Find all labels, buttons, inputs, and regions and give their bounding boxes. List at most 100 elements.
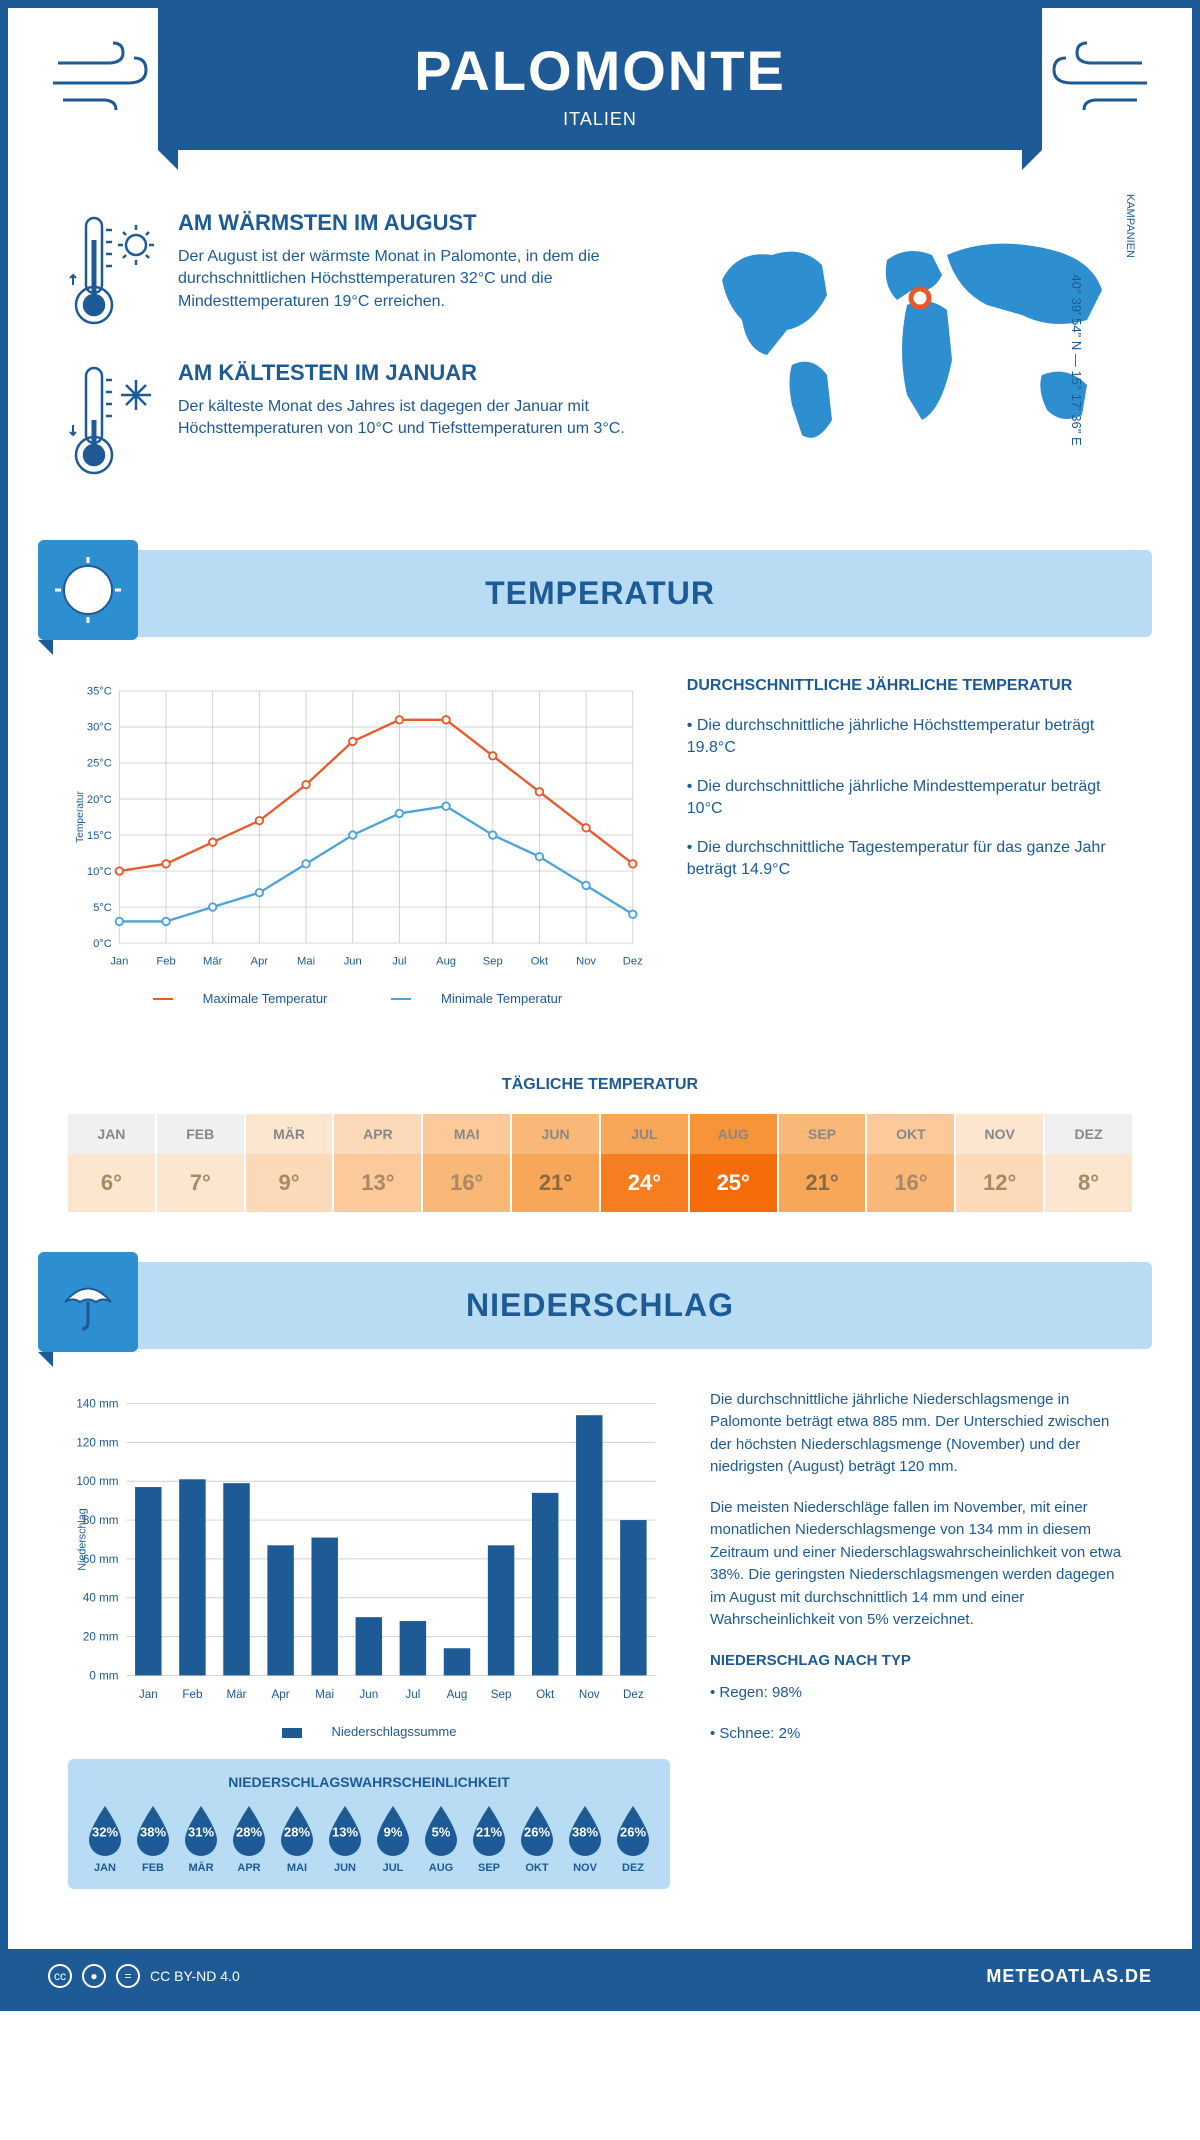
daily-cell: JUL 24°	[601, 1114, 690, 1212]
svg-text:35°C: 35°C	[87, 686, 112, 698]
svg-text:140 mm: 140 mm	[76, 1397, 118, 1410]
thermometer-hot-icon	[68, 210, 158, 330]
svg-text:Aug: Aug	[447, 1687, 468, 1700]
header: PALOMONTE ITALIEN	[158, 8, 1042, 150]
svg-text:Niederschlag: Niederschlag	[76, 1508, 88, 1570]
drop-item: 13% JUN	[323, 1802, 367, 1874]
cc-icon: cc	[48, 1964, 72, 1988]
site-name: METEOATLAS.DE	[986, 1966, 1152, 1987]
precip-legend: Niederschlagssumme	[68, 1724, 670, 1739]
svg-text:10°C: 10°C	[87, 866, 112, 878]
coordinates: 40° 39' 54" N — 15° 17' 36" E	[1069, 274, 1084, 445]
drop-item: 31% MÄR	[179, 1802, 223, 1874]
region-label: KAMPANIEN	[1124, 194, 1136, 258]
temp-legend: Maximale Temperatur Minimale Temperatur	[68, 991, 647, 1006]
coldest-text: Der kälteste Monat des Jahres ist dagege…	[178, 396, 652, 441]
temp-description: DURCHSCHNITTLICHE JÄHRLICHE TEMPERATUR •…	[687, 677, 1132, 1006]
thermometer-cold-icon	[68, 360, 158, 480]
daily-cell: JUN 21°	[512, 1114, 601, 1212]
svg-text:Okt: Okt	[536, 1687, 555, 1700]
nd-icon: =	[116, 1964, 140, 1988]
daily-cell: SEP 21°	[779, 1114, 868, 1212]
drop-item: 28% APR	[227, 1802, 271, 1874]
svg-text:Jun: Jun	[359, 1687, 378, 1700]
footer: cc ● = CC BY-ND 4.0 METEOATLAS.DE	[8, 1949, 1192, 2003]
svg-text:40 mm: 40 mm	[83, 1591, 119, 1604]
temp-section-title: TEMPERATUR	[73, 575, 1127, 612]
daily-temp-table: JAN 6°FEB 7°MÄR 9°APR 13°MAI 16°JUN 21°J…	[68, 1114, 1132, 1212]
precip-chart: 0 mm20 mm40 mm60 mm80 mm100 mm120 mm140 …	[68, 1389, 670, 1709]
daily-temp-title: TÄGLICHE TEMPERATUR	[8, 1076, 1192, 1094]
svg-text:Temperatur: Temperatur	[75, 791, 86, 843]
svg-text:Apr: Apr	[251, 956, 269, 968]
license-text: CC BY-ND 4.0	[150, 1968, 240, 1984]
drop-item: 21% SEP	[467, 1802, 511, 1874]
svg-text:Jan: Jan	[110, 956, 128, 968]
daily-cell: APR 13°	[334, 1114, 423, 1212]
drop-item: 26% DEZ	[611, 1802, 655, 1874]
svg-text:30°C: 30°C	[87, 722, 112, 734]
daily-cell: AUG 25°	[690, 1114, 779, 1212]
svg-text:15°C: 15°C	[87, 830, 112, 842]
svg-text:Sep: Sep	[483, 956, 503, 968]
svg-text:Mär: Mär	[203, 956, 223, 968]
svg-text:Apr: Apr	[272, 1687, 290, 1700]
svg-text:Mär: Mär	[226, 1687, 246, 1700]
svg-text:Sep: Sep	[491, 1687, 512, 1700]
svg-text:Nov: Nov	[576, 956, 596, 968]
svg-text:Jan: Jan	[139, 1687, 158, 1700]
svg-text:Dez: Dez	[623, 1687, 644, 1700]
svg-text:20°C: 20°C	[87, 794, 112, 806]
svg-text:Jun: Jun	[344, 956, 362, 968]
daily-cell: JAN 6°	[68, 1114, 157, 1212]
svg-text:120 mm: 120 mm	[76, 1436, 118, 1449]
svg-text:Nov: Nov	[579, 1687, 600, 1700]
temperature-header: TEMPERATUR	[48, 550, 1152, 637]
svg-text:100 mm: 100 mm	[76, 1475, 118, 1488]
svg-text:Mai: Mai	[315, 1687, 334, 1700]
drop-item: 9% JUL	[371, 1802, 415, 1874]
svg-text:Feb: Feb	[156, 956, 175, 968]
svg-text:Feb: Feb	[182, 1687, 202, 1700]
by-icon: ●	[82, 1964, 106, 1988]
umbrella-icon	[38, 1252, 138, 1352]
warmest-text: Der August ist der wärmste Monat in Palo…	[178, 246, 652, 313]
probability-box: NIEDERSCHLAGSWAHRSCHEINLICHKEIT 32% JAN …	[68, 1759, 670, 1889]
drop-item: 5% AUG	[419, 1802, 463, 1874]
country-subtitle: ITALIEN	[178, 109, 1022, 130]
daily-cell: OKT 16°	[867, 1114, 956, 1212]
wind-icon	[1032, 38, 1152, 118]
daily-cell: DEZ 8°	[1045, 1114, 1132, 1212]
temperature-chart: 0°C 5°C 10°C 15°C 20°C 25°C 30°C 35°C Jan Feb Mär A…	[68, 677, 647, 1006]
svg-text:Mai: Mai	[297, 956, 315, 968]
coldest-block: AM KÄLTESTEN IM JANUAR Der kälteste Mona…	[68, 360, 652, 480]
svg-text:25°C: 25°C	[87, 758, 112, 770]
svg-text:Jul: Jul	[392, 956, 406, 968]
svg-text:Aug: Aug	[436, 956, 456, 968]
svg-text:20 mm: 20 mm	[83, 1630, 119, 1643]
warmest-title: AM WÄRMSTEN IM AUGUST	[178, 210, 652, 236]
drop-item: 38% FEB	[131, 1802, 175, 1874]
precip-header: NIEDERSCHLAG	[48, 1262, 1152, 1349]
svg-text:Dez: Dez	[623, 956, 643, 968]
info-section: AM WÄRMSTEN IM AUGUST Der August ist der…	[8, 190, 1192, 550]
svg-text:0°C: 0°C	[93, 938, 112, 950]
drop-item: 28% MAI	[275, 1802, 319, 1874]
daily-cell: MAI 16°	[423, 1114, 512, 1212]
sun-icon	[38, 540, 138, 640]
daily-cell: NOV 12°	[956, 1114, 1045, 1212]
precip-description: Die durchschnittliche jährliche Niedersc…	[710, 1389, 1132, 1889]
daily-cell: MÄR 9°	[246, 1114, 335, 1212]
page: PALOMONTE ITALIEN	[0, 0, 1200, 2011]
coldest-title: AM KÄLTESTEN IM JANUAR	[178, 360, 652, 386]
warmest-block: AM WÄRMSTEN IM AUGUST Der August ist der…	[68, 210, 652, 330]
drop-item: 38% NOV	[563, 1802, 607, 1874]
wind-icon	[48, 38, 168, 118]
svg-text:Jul: Jul	[405, 1687, 420, 1700]
svg-text:Okt: Okt	[531, 956, 549, 968]
world-map: KAMPANIEN 40° 39' 54" N — 15° 17' 36" E	[692, 210, 1132, 510]
city-title: PALOMONTE	[178, 38, 1022, 103]
precip-section-title: NIEDERSCHLAG	[73, 1287, 1127, 1324]
svg-text:5°C: 5°C	[93, 902, 112, 914]
drop-item: 32% JAN	[83, 1802, 127, 1874]
